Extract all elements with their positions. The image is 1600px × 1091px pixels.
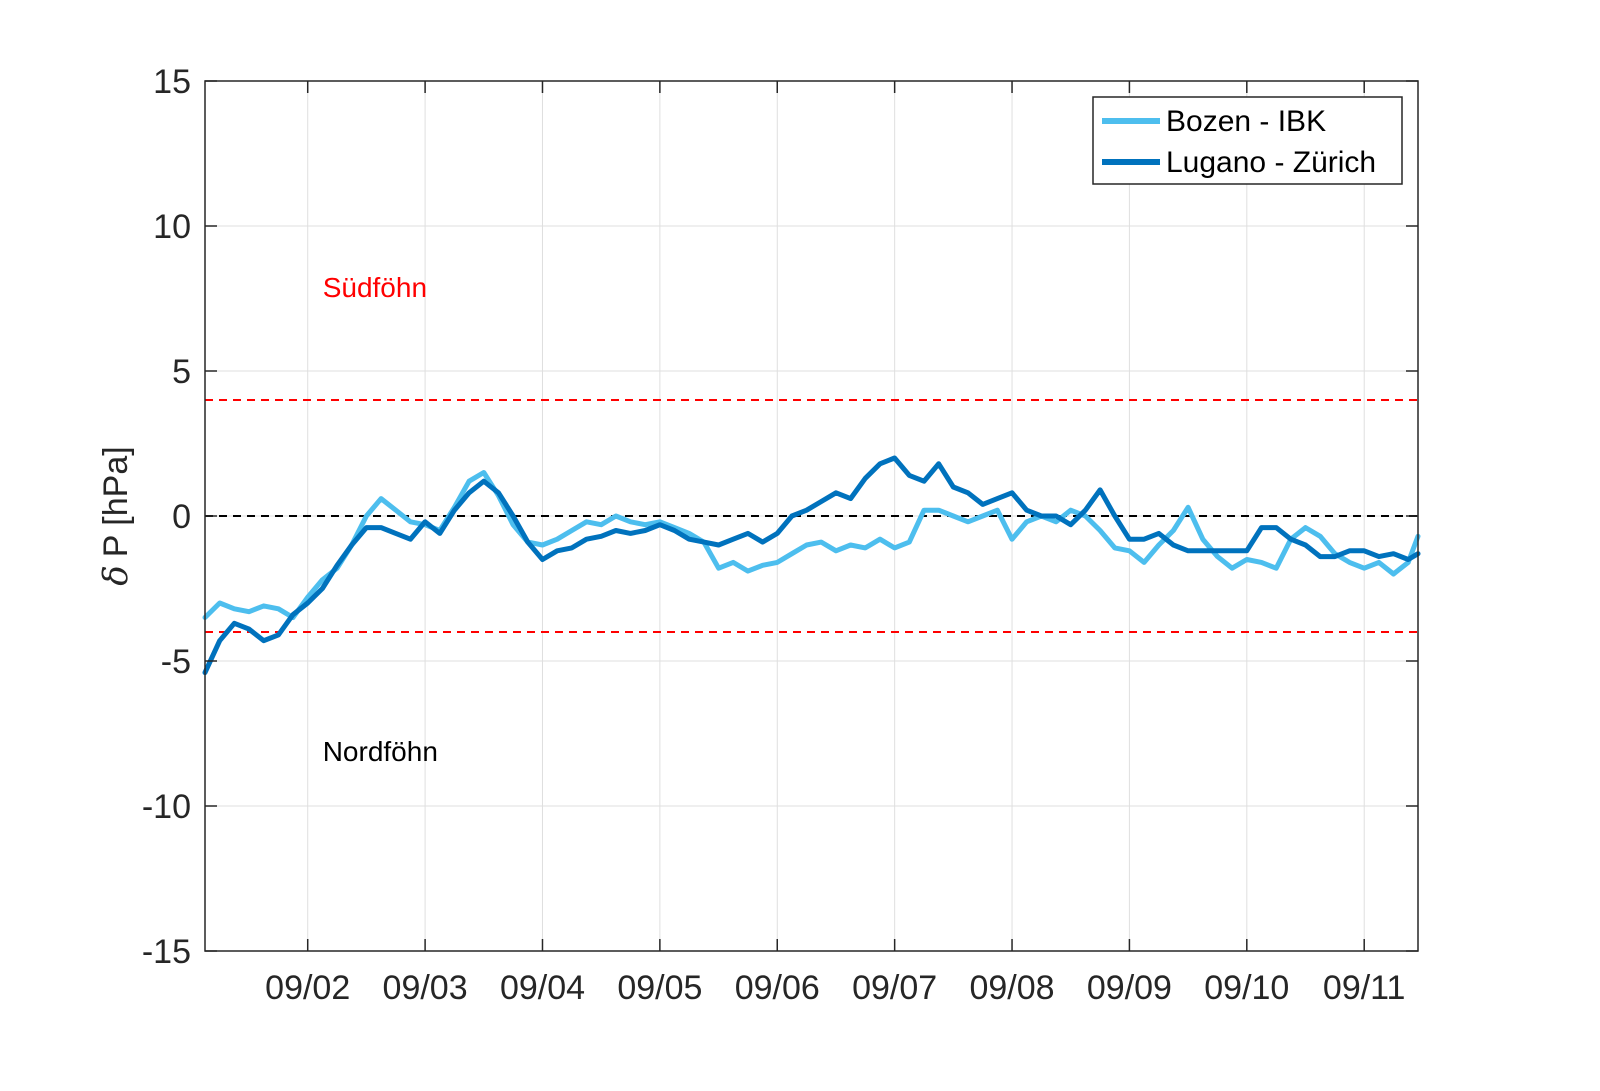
y-tick-label: -10 — [142, 788, 191, 826]
y-axis-label-symbol: δ — [96, 565, 136, 585]
axis-ticks — [205, 80, 1418, 952]
x-tick-label: 09/07 — [852, 969, 937, 1007]
x-tick-label: 09/08 — [969, 969, 1054, 1007]
legend-label-bozen-ibk: Bozen - IBK — [1166, 105, 1326, 138]
x-tick-label: 09/06 — [735, 969, 820, 1007]
x-tick-label: 09/04 — [500, 969, 585, 1007]
x-tick-label: 09/03 — [383, 969, 468, 1007]
legend-label-lugano-zurich: Lugano - Zürich — [1166, 146, 1376, 179]
y-tick-label: 5 — [172, 353, 191, 391]
y-tick-label: 15 — [153, 63, 191, 101]
y-tick-label: 10 — [153, 208, 191, 246]
y-tick-label: -15 — [142, 933, 191, 971]
series-line-lugano-zurich — [202, 455, 1421, 676]
reference-lines — [205, 399, 1418, 633]
legend-box — [1092, 96, 1403, 185]
annotation-nordfoehn: Nordföhn — [323, 736, 438, 767]
y-axis-label: δ P [hPa] — [96, 446, 136, 585]
y-axis-label-text: P [hPa] — [97, 446, 135, 557]
legend: Bozen - IBK Lugano - Zürich — [1092, 96, 1403, 185]
y-tick-label: 0 — [172, 498, 191, 536]
x-tick-label: 09/05 — [617, 969, 702, 1007]
x-tick-label: 09/09 — [1087, 969, 1172, 1007]
y-tick-labels: -15 -10 -5 0 5 10 15 — [142, 63, 191, 971]
y-tick-label: -5 — [161, 643, 191, 681]
annotation-suedfoehn: Südföhn — [323, 272, 427, 303]
series-lines — [202, 455, 1421, 676]
x-tick-labels: 09/02 09/03 09/04 09/05 09/06 09/07 09/08 09/09… — [265, 969, 1405, 1007]
x-tick-label: 09/02 — [265, 969, 350, 1007]
x-tick-label: 09/10 — [1204, 969, 1289, 1007]
x-tick-label: 09/11 — [1323, 969, 1406, 1007]
series-line-bozen-ibk — [202, 470, 1421, 620]
